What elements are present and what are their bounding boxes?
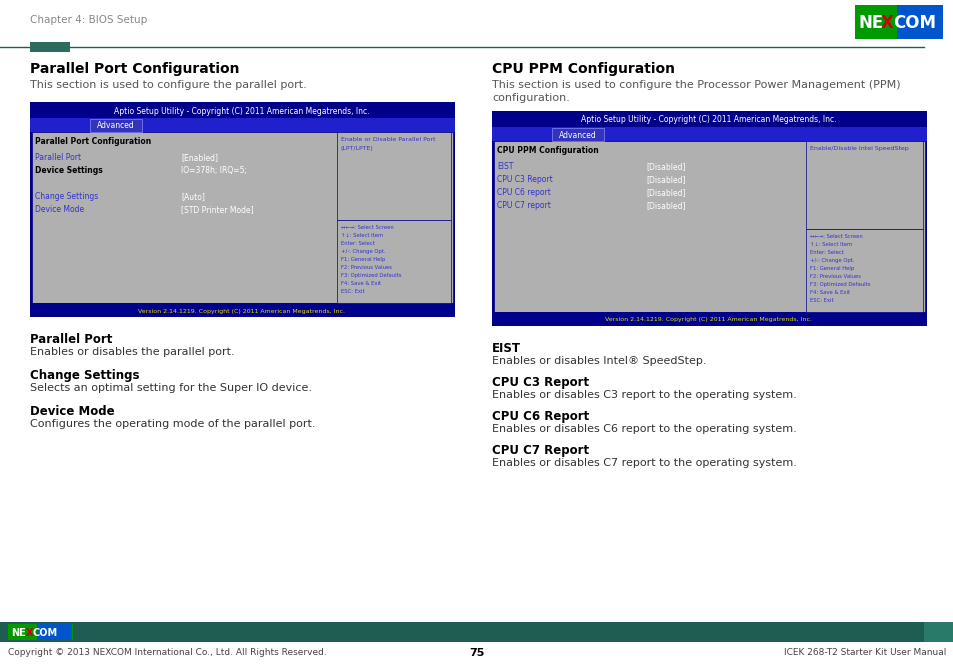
Text: Enables or disables the parallel port.: Enables or disables the parallel port. bbox=[30, 347, 234, 357]
Text: ↑↓: Select Item: ↑↓: Select Item bbox=[340, 233, 383, 238]
Text: [Disabled]: [Disabled] bbox=[646, 162, 685, 171]
Bar bbox=[805, 141, 923, 229]
Text: +/-: Change Opt.: +/-: Change Opt. bbox=[809, 258, 854, 263]
Bar bbox=[805, 229, 923, 312]
Text: Enables or disables C3 report to the operating system.: Enables or disables C3 report to the ope… bbox=[492, 390, 796, 400]
Text: configuration.: configuration. bbox=[492, 93, 569, 103]
Text: Aptio Setup Utility - Copyright (C) 2011 American Megatrends, Inc.: Aptio Setup Utility - Copyright (C) 2011… bbox=[580, 116, 836, 124]
Text: F3: Optimized Defaults: F3: Optimized Defaults bbox=[809, 282, 869, 287]
Text: [STD Printer Mode]: [STD Printer Mode] bbox=[181, 205, 253, 214]
Bar bbox=[494, 141, 924, 312]
Text: Parallel Port: Parallel Port bbox=[35, 153, 81, 162]
Bar bbox=[32, 132, 453, 303]
Text: [Disabled]: [Disabled] bbox=[646, 175, 685, 184]
Text: F4: Save & Exit: F4: Save & Exit bbox=[809, 290, 849, 295]
Bar bbox=[854, 5, 896, 39]
Bar bbox=[492, 312, 926, 326]
Text: ICEK 268-T2 Starter Kit User Manual: ICEK 268-T2 Starter Kit User Manual bbox=[782, 648, 945, 657]
Text: F2: Previous Values: F2: Previous Values bbox=[809, 274, 861, 279]
Text: F1: General Help: F1: General Help bbox=[340, 257, 385, 262]
Text: Enables or disables C7 report to the operating system.: Enables or disables C7 report to the ope… bbox=[492, 458, 796, 468]
Text: NE: NE bbox=[11, 628, 26, 638]
Text: Enable/Disable Intel SpeedStep: Enable/Disable Intel SpeedStep bbox=[809, 146, 908, 151]
Text: [Auto]: [Auto] bbox=[181, 192, 205, 201]
Text: Change Settings: Change Settings bbox=[30, 369, 139, 382]
Text: IO=378h; IRQ=5;: IO=378h; IRQ=5; bbox=[181, 166, 247, 175]
Text: Change Settings: Change Settings bbox=[35, 192, 98, 201]
Text: Enable or Disable Parallel Port: Enable or Disable Parallel Port bbox=[340, 137, 435, 142]
Text: CPU PPM Configuration: CPU PPM Configuration bbox=[497, 146, 598, 155]
Bar bbox=[923, 622, 953, 642]
Text: Device Mode: Device Mode bbox=[30, 405, 114, 418]
Text: Advanced: Advanced bbox=[97, 122, 134, 130]
Text: This section is used to configure the Processor Power Management (PPM): This section is used to configure the Pr… bbox=[492, 80, 900, 90]
Text: EIST: EIST bbox=[497, 162, 513, 171]
Text: Configures the operating mode of the parallel port.: Configures the operating mode of the par… bbox=[30, 419, 315, 429]
Text: Version 2.14.1219. Copyright (C) 2011 American Megatrends, Inc.: Version 2.14.1219. Copyright (C) 2011 Am… bbox=[138, 308, 345, 314]
Text: EIST: EIST bbox=[492, 342, 520, 355]
Text: CPU C7 report: CPU C7 report bbox=[497, 201, 550, 210]
Text: Parallel Port Configuration: Parallel Port Configuration bbox=[30, 62, 239, 76]
Text: F3: Optimized Defaults: F3: Optimized Defaults bbox=[340, 273, 401, 278]
Text: CPU C3 Report: CPU C3 Report bbox=[497, 175, 552, 184]
Text: Device Settings: Device Settings bbox=[35, 166, 103, 175]
Bar bbox=[30, 42, 70, 52]
Text: [Enabled]: [Enabled] bbox=[181, 153, 218, 162]
Text: CPU C6 report: CPU C6 report bbox=[497, 188, 550, 197]
Bar bbox=[30, 303, 455, 317]
Text: Advanced: Advanced bbox=[558, 130, 597, 140]
Bar bbox=[0, 622, 953, 642]
Text: Parallel Port Configuration: Parallel Port Configuration bbox=[35, 137, 152, 146]
Text: ESC: Exit: ESC: Exit bbox=[340, 289, 364, 294]
Text: CPU C6 Report: CPU C6 Report bbox=[492, 410, 589, 423]
Text: Enter: Select: Enter: Select bbox=[809, 250, 843, 255]
Bar bbox=[30, 102, 455, 118]
Text: CPU C7 Report: CPU C7 Report bbox=[492, 444, 589, 457]
Text: Aptio Setup Utility - Copyright (C) 2011 American Megatrends, Inc.: Aptio Setup Utility - Copyright (C) 2011… bbox=[114, 106, 370, 116]
Text: Enables or disables Intel® SpeedStep.: Enables or disables Intel® SpeedStep. bbox=[492, 356, 706, 366]
Text: X: X bbox=[880, 14, 893, 32]
Text: ↑↓: Select Item: ↑↓: Select Item bbox=[809, 242, 851, 247]
Text: COM: COM bbox=[892, 14, 935, 32]
Text: [Disabled]: [Disabled] bbox=[646, 201, 685, 210]
Text: +/-: Change Opt.: +/-: Change Opt. bbox=[340, 249, 385, 254]
Text: X: X bbox=[26, 628, 33, 638]
Bar bbox=[492, 111, 926, 127]
Text: Parallel Port: Parallel Port bbox=[30, 333, 112, 346]
Text: COM: COM bbox=[33, 628, 58, 638]
Bar bbox=[30, 118, 455, 132]
Text: CPU PPM Configuration: CPU PPM Configuration bbox=[492, 62, 675, 76]
Text: 75: 75 bbox=[469, 648, 484, 658]
Bar bbox=[90, 119, 142, 132]
Text: NE: NE bbox=[858, 14, 883, 32]
Text: This section is used to configure the parallel port.: This section is used to configure the pa… bbox=[30, 80, 307, 90]
Bar bbox=[30, 102, 455, 317]
Text: Version 2.14.1219. Copyright (C) 2011 American Megatrends, Inc.: Version 2.14.1219. Copyright (C) 2011 Am… bbox=[605, 317, 812, 323]
Text: (LPT/LPTE): (LPT/LPTE) bbox=[340, 146, 374, 151]
Bar bbox=[336, 132, 451, 220]
Bar bbox=[492, 127, 926, 141]
Bar bbox=[552, 128, 603, 141]
Bar bbox=[492, 111, 926, 326]
Text: ↔←→: Select Screen: ↔←→: Select Screen bbox=[809, 234, 862, 239]
Text: Chapter 4: BIOS Setup: Chapter 4: BIOS Setup bbox=[30, 15, 147, 25]
Text: F2: Previous Values: F2: Previous Values bbox=[340, 265, 392, 270]
Text: F1: General Help: F1: General Help bbox=[809, 266, 853, 271]
Bar bbox=[8, 624, 73, 640]
Text: Enter: Select: Enter: Select bbox=[340, 241, 375, 246]
Bar bbox=[336, 220, 451, 303]
Text: Enables or disables C6 report to the operating system.: Enables or disables C6 report to the ope… bbox=[492, 424, 796, 434]
Text: ↔←→: Select Screen: ↔←→: Select Screen bbox=[340, 225, 394, 230]
Text: F4: Save & Exit: F4: Save & Exit bbox=[340, 281, 381, 286]
Text: Copyright © 2013 NEXCOM International Co., Ltd. All Rights Reserved.: Copyright © 2013 NEXCOM International Co… bbox=[8, 648, 327, 657]
Text: ESC: Exit: ESC: Exit bbox=[809, 298, 833, 303]
Bar bbox=[854, 5, 942, 39]
Text: Device Mode: Device Mode bbox=[35, 205, 84, 214]
Bar bbox=[37, 624, 71, 640]
Text: CPU C3 Report: CPU C3 Report bbox=[492, 376, 589, 389]
Text: Selects an optimal setting for the Super IO device.: Selects an optimal setting for the Super… bbox=[30, 383, 312, 393]
Text: [Disabled]: [Disabled] bbox=[646, 188, 685, 197]
